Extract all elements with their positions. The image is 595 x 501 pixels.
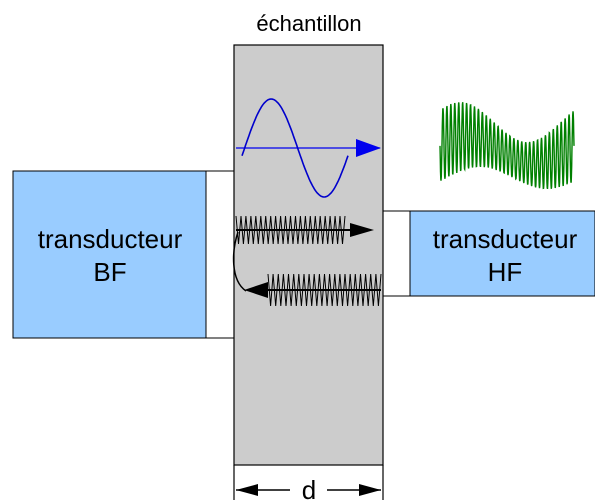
sample-block [233,44,384,466]
low-frequency-wave-icon [236,98,381,198]
arrow-icon [350,223,374,237]
transducer-hf-label-line1: transducteur [433,224,578,254]
sample-label: échantillon [256,11,361,36]
transducer-hf [409,210,595,297]
hf-pulse-echo [267,273,382,307]
dimension-arrow-right [359,484,381,496]
transducer-bf [12,170,207,339]
thickness-label: d [302,475,316,501]
hf-pulse-outgoing [235,215,346,245]
reflection-curve [232,231,247,292]
thickness-dimension: d [233,465,384,501]
high-frequency-signal-icon [439,102,575,190]
wave-arrow-head [356,139,381,157]
transducer-hf-label-line2: HF [488,257,523,287]
echo-arrow-head [244,282,268,298]
transducer-bf-label-line1: transducteur [38,224,183,254]
low-frequency-wave [241,98,349,198]
dimension-arrow-left [236,484,258,496]
transducer-bf-label-line2: BF [93,257,126,287]
echo-wave-icon [232,215,382,307]
